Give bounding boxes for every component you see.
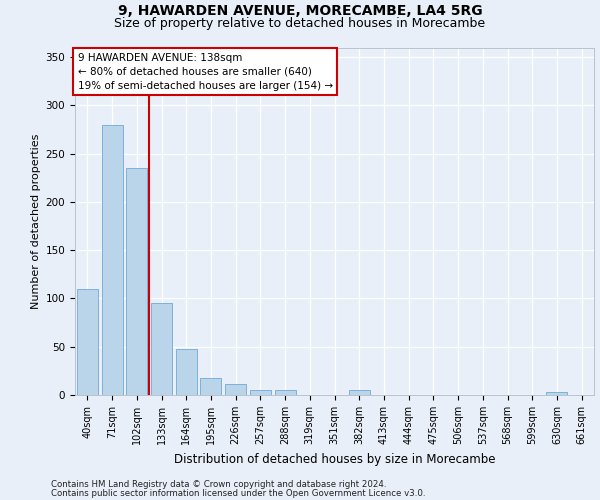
Bar	[176, 348, 197, 395]
X-axis label: Distribution of detached houses by size in Morecambe: Distribution of detached houses by size …	[174, 452, 495, 466]
Bar	[101, 124, 122, 395]
Text: 9 HAWARDEN AVENUE: 138sqm
← 80% of detached houses are smaller (640)
19% of semi: 9 HAWARDEN AVENUE: 138sqm ← 80% of detac…	[77, 52, 333, 90]
Bar	[547, 392, 568, 395]
Bar	[77, 289, 98, 395]
Text: Contains HM Land Registry data © Crown copyright and database right 2024.: Contains HM Land Registry data © Crown c…	[51, 480, 386, 489]
Text: Contains public sector information licensed under the Open Government Licence v3: Contains public sector information licen…	[51, 489, 425, 498]
Text: 9, HAWARDEN AVENUE, MORECAMBE, LA4 5RG: 9, HAWARDEN AVENUE, MORECAMBE, LA4 5RG	[118, 4, 482, 18]
Bar	[275, 390, 296, 395]
Y-axis label: Number of detached properties: Number of detached properties	[31, 134, 41, 309]
Bar	[200, 378, 221, 395]
Bar	[151, 304, 172, 395]
Bar	[225, 384, 246, 395]
Bar	[250, 390, 271, 395]
Bar	[126, 168, 147, 395]
Bar	[349, 390, 370, 395]
Text: Size of property relative to detached houses in Morecambe: Size of property relative to detached ho…	[115, 18, 485, 30]
